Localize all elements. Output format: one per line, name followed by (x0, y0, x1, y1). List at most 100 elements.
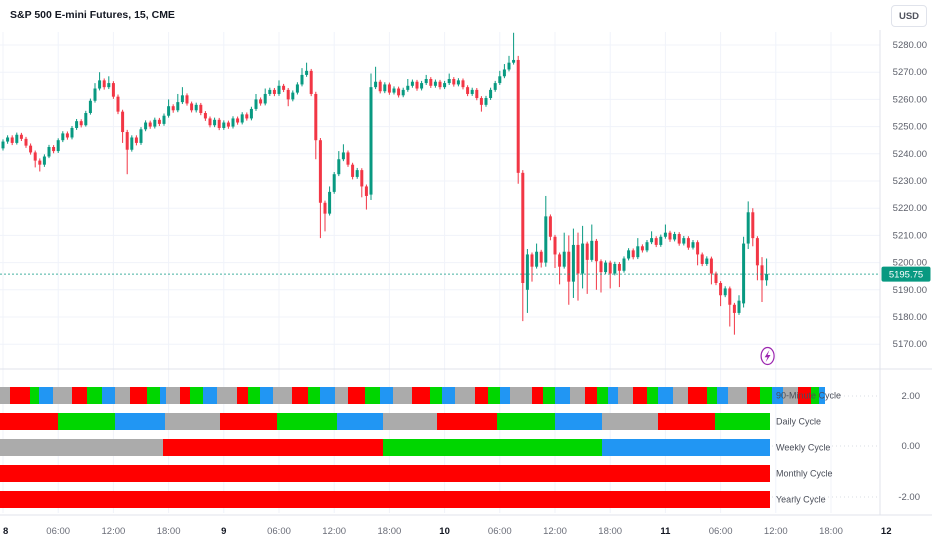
cycle-bars-layer: 90-Minute Cycle Daily Cycle Weekly Cycle Mo… (0, 387, 841, 508)
candle (217, 117, 221, 131)
last-price-value: 5195.75 (889, 270, 923, 281)
cycle-row: Weekly Cycle (0, 439, 830, 456)
cycle-row: Monthly Cycle (0, 465, 833, 482)
cycle-segment-gray (53, 387, 72, 404)
candle (369, 73, 373, 201)
candle (387, 82, 391, 95)
candle (640, 244, 644, 253)
candle (254, 93, 258, 111)
candle (42, 154, 46, 167)
cycle-segment-green (190, 387, 203, 404)
time-axis-day-label: 12 (881, 526, 892, 537)
cycle-segment-red (72, 387, 87, 404)
price-axis[interactable]: 5280.00 5270.00 5260.00 5250.00 5240.00 5230.… (893, 40, 927, 503)
candle (594, 238, 598, 290)
currency-button[interactable]: USD (891, 5, 927, 27)
candle (245, 112, 249, 121)
time-axis-day-label: 9 (221, 526, 226, 537)
cycle-segment-blue (442, 387, 455, 404)
time-axis-label: 06:00 (46, 526, 70, 537)
time-axis[interactable]: 8 06:00 12:00 18:00 9 06:00 12:00 18:00 10 06:00 1… (3, 526, 891, 537)
cycle-segment-red (532, 387, 543, 404)
candle (162, 113, 166, 126)
candle (507, 55, 511, 72)
candle (47, 144, 51, 159)
candle (116, 94, 120, 115)
candle (599, 259, 603, 293)
lightning-icon (764, 350, 771, 363)
cycle-segment-red (798, 387, 811, 404)
candle (139, 127, 143, 145)
candle (351, 162, 355, 180)
cycle-segment-green (811, 387, 819, 404)
candle (33, 150, 37, 168)
symbol-title[interactable]: S&P 500 E-mini Futures, 15, CME (10, 9, 175, 21)
candle (203, 111, 207, 121)
candle (696, 240, 700, 266)
candle (397, 86, 401, 98)
cycle-segment-red (633, 387, 647, 404)
cycle-row: Daily Cycle (0, 413, 821, 430)
candle (705, 256, 709, 266)
candle (576, 232, 580, 301)
cycle-segment-blue (819, 387, 825, 404)
candle (728, 286, 732, 327)
candle (732, 302, 736, 335)
candle (153, 117, 157, 129)
candle (360, 168, 364, 198)
cycle-segment-red (237, 387, 248, 404)
candle (249, 106, 253, 121)
cycle-segment-gray (393, 387, 412, 404)
price-axis-label: 5220.00 (893, 203, 927, 214)
candle (38, 158, 42, 172)
cycle-segment-gray (115, 387, 130, 404)
candles-layer (1, 32, 769, 335)
candle (374, 66, 378, 90)
cycle-segment-gray (728, 387, 747, 404)
candle (567, 235, 571, 305)
price-axis-label: 5260.00 (893, 94, 927, 105)
cycle-segment-green (707, 387, 717, 404)
cycle-segment-green (308, 387, 320, 404)
candle (479, 96, 483, 112)
candle (240, 112, 244, 125)
cycle-segment-blue (602, 439, 770, 456)
candle (309, 68, 313, 97)
price-axis-label: 5170.00 (893, 339, 927, 350)
lightning-marker[interactable] (760, 346, 775, 366)
candle (378, 79, 382, 94)
candle (121, 109, 125, 143)
candle (410, 79, 414, 88)
candle (328, 186, 332, 216)
candle (295, 82, 299, 95)
cycle-segment-blue (102, 387, 115, 404)
cycle-row-label: Monthly Cycle (776, 469, 833, 479)
cycle-segment-blue (260, 387, 273, 404)
candle (719, 281, 723, 307)
time-axis-label: 18:00 (819, 526, 843, 537)
candle (617, 262, 621, 288)
candle (19, 132, 23, 142)
cycle-segment-red (412, 387, 430, 404)
candle (571, 228, 575, 298)
candle (190, 101, 194, 113)
candle (61, 131, 65, 143)
candle (535, 243, 539, 269)
cycle-segment-green (248, 387, 260, 404)
candle (125, 129, 129, 175)
candle (70, 126, 74, 140)
candle (88, 98, 92, 115)
candle (447, 73, 451, 85)
cycle-segment-blue (772, 387, 783, 404)
cycle-segment-green (277, 413, 337, 430)
candle (406, 79, 410, 92)
candle (484, 95, 488, 107)
candle (475, 87, 479, 101)
cycle-segment-green (383, 439, 602, 456)
candle (755, 236, 759, 281)
candle (208, 116, 212, 128)
time-axis-label: 06:00 (488, 526, 512, 537)
candle (52, 145, 56, 154)
candle (314, 91, 318, 160)
